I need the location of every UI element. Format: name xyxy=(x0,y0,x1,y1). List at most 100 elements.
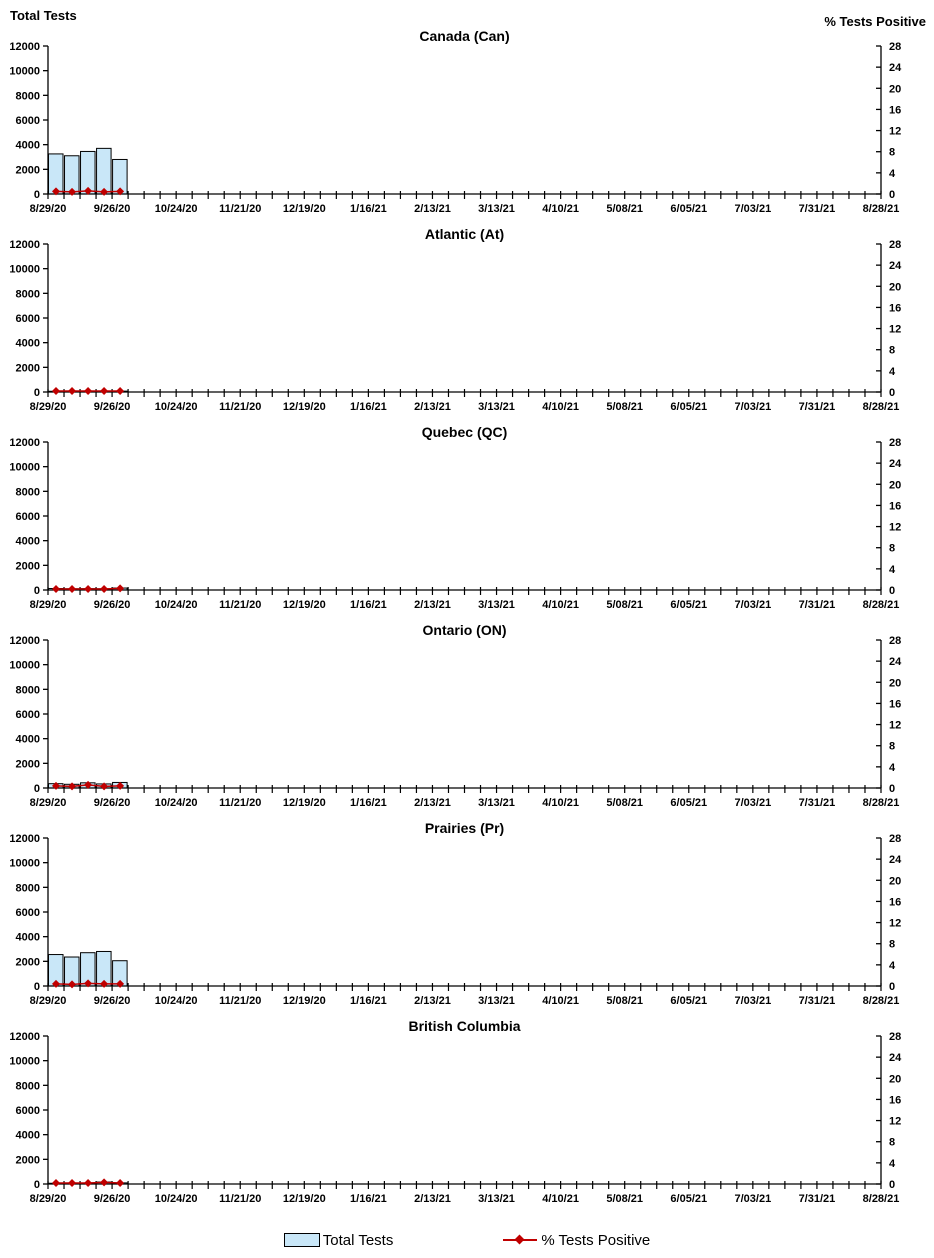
chart-title-atlantic-at: Atlantic (At) xyxy=(425,228,504,242)
x-tick-label: 8/28/21 xyxy=(863,599,900,611)
right-tick-label: 12 xyxy=(889,522,901,534)
chart-svg-ontario-on: 0 2000 4000 6000 8000 10000 12000 0 4 8 12 16 20 24 28… xyxy=(9,624,902,809)
right-tick-label: 8 xyxy=(889,147,895,159)
x-tick-label: 8/29/20 xyxy=(30,1193,67,1205)
right-tick-label: 4 xyxy=(889,168,896,180)
left-tick-label: 6000 xyxy=(16,709,40,721)
left-tick-label: 2000 xyxy=(16,1154,40,1166)
charts-container: 0 2000 4000 6000 8000 10000 12000 0 4 8 12 16 20 24 28… xyxy=(0,30,934,1218)
right-tick-label: 28 xyxy=(889,1031,901,1043)
x-tick-label: 4/10/21 xyxy=(542,401,579,413)
legend-item-total-tests: Total Tests xyxy=(283,1231,394,1249)
right-tick-label: 20 xyxy=(889,479,901,491)
left-tick-label: 2000 xyxy=(16,956,40,968)
x-tick-label: 5/08/21 xyxy=(606,203,643,215)
diamond-marker xyxy=(68,584,77,593)
x-tick-label: 3/13/21 xyxy=(478,995,515,1007)
left-tick-label: 10000 xyxy=(9,462,40,474)
legend-label-pct-positive: % Tests Positive xyxy=(541,1231,651,1249)
x-tick-label: 11/21/20 xyxy=(219,797,261,809)
x-tick-label: 7/03/21 xyxy=(734,995,771,1007)
left-tick-label: 0 xyxy=(34,981,40,993)
x-tick-label: 5/08/21 xyxy=(606,1193,643,1205)
right-tick-label: 4 xyxy=(889,366,896,378)
x-tick-label: 8/29/20 xyxy=(30,995,67,1007)
left-tick-label: 12000 xyxy=(9,833,40,845)
x-tick-label: 8/28/21 xyxy=(863,401,900,413)
legend: Total Tests % Tests Positive xyxy=(0,1222,934,1258)
legend-label-total-tests: Total Tests xyxy=(322,1231,394,1249)
x-tick-label: 3/13/21 xyxy=(478,203,515,215)
x-tick-label: 5/08/21 xyxy=(606,797,643,809)
diamond-marker xyxy=(116,187,125,196)
left-tick-label: 6000 xyxy=(16,1105,40,1117)
chart-panel-quebec-qc: 0 2000 4000 6000 8000 10000 12000 0 4 8 12 16 20 24 28… xyxy=(0,426,934,624)
left-tick-label: 6000 xyxy=(16,115,40,127)
right-tick-label: 8 xyxy=(889,345,895,357)
right-tick-label: 4 xyxy=(889,564,896,576)
right-tick-label: 0 xyxy=(889,387,895,399)
chart-panel-atlantic-at: 0 2000 4000 6000 8000 10000 12000 0 4 8 12 16 20 24 28… xyxy=(0,228,934,426)
left-axis-title: Total Tests xyxy=(10,8,77,23)
left-tick-label: 4000 xyxy=(16,734,40,746)
left-tick-label: 2000 xyxy=(16,362,40,374)
x-tick-label: 5/08/21 xyxy=(606,995,643,1007)
left-tick-label: 4000 xyxy=(16,536,40,548)
right-tick-label: 0 xyxy=(889,981,895,993)
left-tick-label: 4000 xyxy=(16,140,40,152)
left-tick-label: 0 xyxy=(34,1179,40,1191)
right-tick-label: 20 xyxy=(889,83,901,95)
x-tick-label: 8/29/20 xyxy=(30,599,67,611)
right-tick-label: 20 xyxy=(889,281,901,293)
right-tick-label: 16 xyxy=(889,698,901,710)
x-tick-label: 1/16/21 xyxy=(350,203,387,215)
left-tick-label: 12000 xyxy=(9,437,40,449)
x-tick-label: 4/10/21 xyxy=(542,203,579,215)
right-tick-label: 4 xyxy=(889,1158,896,1170)
diamond-marker xyxy=(52,979,61,988)
x-tick-label: 7/03/21 xyxy=(734,797,771,809)
x-tick-label: 7/31/21 xyxy=(799,1193,836,1205)
x-tick-label: 6/05/21 xyxy=(670,203,707,215)
left-tick-label: 2000 xyxy=(16,758,40,770)
x-tick-label: 12/19/20 xyxy=(283,599,326,611)
diamond-marker xyxy=(52,781,61,790)
x-tick-label: 12/19/20 xyxy=(283,203,326,215)
x-tick-label: 4/10/21 xyxy=(542,797,579,809)
x-tick-label: 9/26/20 xyxy=(94,599,131,611)
x-tick-label: 8/28/21 xyxy=(863,1193,900,1205)
diamond-marker xyxy=(100,979,109,988)
diamond-marker xyxy=(68,187,77,196)
right-tick-label: 20 xyxy=(889,875,901,887)
x-tick-label: 1/16/21 xyxy=(350,995,387,1007)
diamond-marker xyxy=(68,980,77,989)
right-tick-label: 28 xyxy=(889,239,901,251)
right-tick-label: 8 xyxy=(889,543,895,555)
chart-title-canada-can: Canada (Can) xyxy=(419,30,509,44)
diamond-marker xyxy=(100,1178,109,1187)
left-tick-label: 10000 xyxy=(9,1056,40,1068)
right-tick-label: 0 xyxy=(889,783,895,795)
right-tick-label: 12 xyxy=(889,1116,901,1128)
x-tick-label: 3/13/21 xyxy=(478,1193,515,1205)
left-tick-label: 8000 xyxy=(16,90,40,102)
x-tick-label: 8/29/20 xyxy=(30,203,67,215)
x-tick-label: 4/10/21 xyxy=(542,599,579,611)
x-tick-label: 7/31/21 xyxy=(799,401,836,413)
x-tick-label: 2/13/21 xyxy=(414,1193,451,1205)
x-tick-label: 8/28/21 xyxy=(863,203,900,215)
x-tick-label: 4/10/21 xyxy=(542,1193,579,1205)
right-tick-label: 28 xyxy=(889,833,901,845)
left-tick-label: 8000 xyxy=(16,288,40,300)
x-tick-label: 9/26/20 xyxy=(94,203,131,215)
chart-svg-british-columbia: 0 2000 4000 6000 8000 10000 12000 0 4 8 12 16 20 24 28… xyxy=(9,1020,902,1205)
left-tick-label: 12000 xyxy=(9,1031,40,1043)
right-tick-label: 4 xyxy=(889,762,896,774)
chart-title-ontario-on: Ontario (ON) xyxy=(423,624,507,638)
x-tick-label: 3/13/21 xyxy=(478,599,515,611)
legend-item-pct-positive: % Tests Positive xyxy=(503,1232,650,1249)
right-tick-label: 12 xyxy=(889,126,901,138)
right-tick-label: 12 xyxy=(889,918,901,930)
right-tick-label: 16 xyxy=(889,500,901,512)
